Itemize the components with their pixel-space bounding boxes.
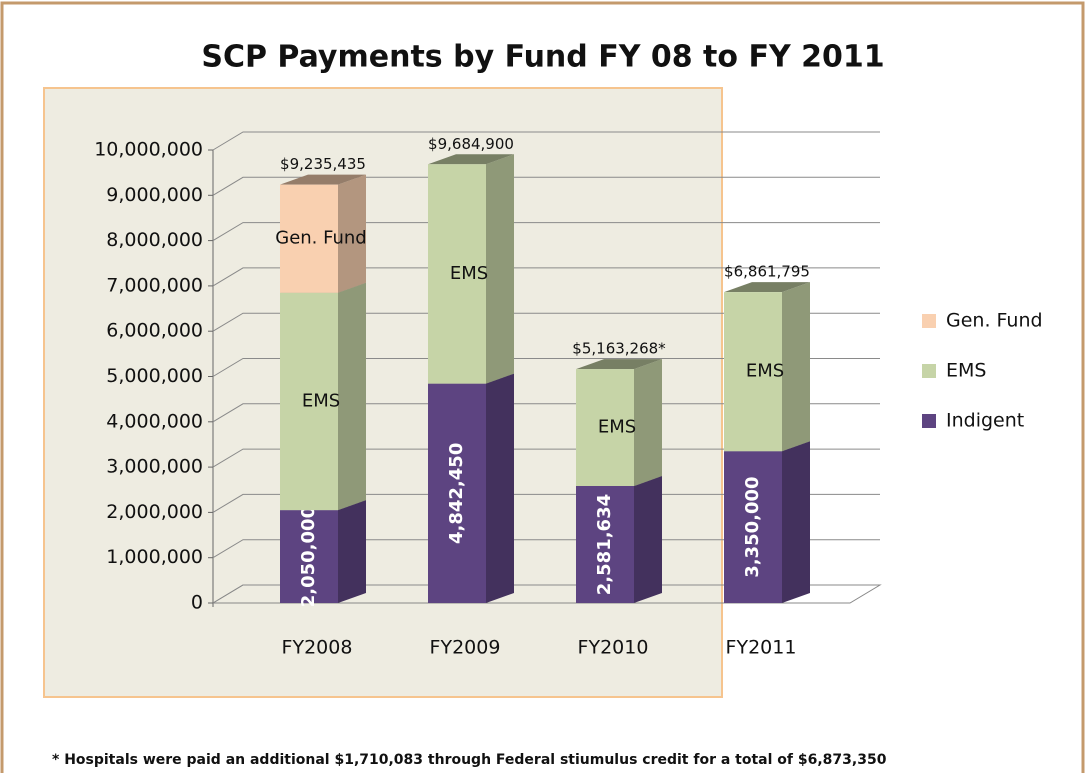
grid-line [212,131,880,151]
grid-line [212,584,880,604]
y-tick-label: 2,000,000 [106,501,203,523]
value-label: 2,050,000 [298,506,319,607]
bar-face [280,184,338,293]
y-tick-label: 1,000,000 [106,546,203,568]
value-label: 3,350,000 [742,476,763,577]
x-tick-label: FY2010 [578,637,649,659]
bar-segment [428,373,514,603]
total-label: $9,235,435 [280,155,366,173]
grid-line [212,539,880,559]
grid-line [212,358,880,377]
grid-line [212,222,880,242]
legend-swatch [922,314,936,328]
bar-face [428,154,514,165]
grid-line [212,312,880,332]
legend-swatch [922,414,936,428]
bar-face [338,174,366,293]
x-tick-label: FY2011 [726,637,797,659]
bar-face [280,174,366,185]
segment-label: EMS [302,390,340,411]
bar-segment [724,441,810,603]
value-label: 4,842,450 [446,443,467,544]
bar-face [634,359,662,487]
bar-face [428,383,486,603]
x-tick-label: FY2009 [430,637,501,659]
bar-face [724,451,782,603]
y-tick-label: 6,000,000 [106,320,203,342]
bar-face [576,486,634,603]
grid-line [212,267,880,287]
legend-label: EMS [946,360,986,382]
bar-face [280,292,338,511]
bar-segment [280,282,366,511]
bar-face [486,373,514,603]
bar-segment [576,359,662,487]
bar-face [428,164,486,384]
y-tick-label: 3,000,000 [106,456,203,478]
chart-title: SCP Payments by Fund FY 08 to FY 2011 [201,40,884,75]
bar-face [338,282,366,511]
y-tick-label: 9,000,000 [106,184,203,206]
bar-face [486,154,514,384]
bar-face [576,369,634,487]
value-label: 2,581,634 [594,494,615,595]
grid-line [212,493,880,513]
bar-face [576,359,662,370]
y-tick-label: 4,000,000 [106,410,203,432]
bar-segment [428,154,514,384]
y-tick-label: 5,000,000 [106,365,203,387]
grid-line [212,403,880,423]
y-tick-label: 0 [191,592,203,614]
segment-label: Gen. Fund [275,228,367,249]
bar-face [724,282,810,293]
legend-label: Gen. Fund [946,310,1043,332]
y-tick-label: 7,000,000 [106,274,203,296]
total-label: $6,861,795 [724,263,810,281]
y-tick-label: 8,000,000 [106,229,203,251]
bar-face [338,500,366,603]
segment-label: EMS [450,263,488,284]
grid-line [212,448,880,468]
bar-segment [280,500,366,603]
bar-face [724,292,782,452]
bar-face [280,510,338,603]
total-label: $5,163,268* [572,340,666,358]
bar-face [634,476,662,603]
x-tick-label: FY2008 [282,637,353,659]
bar-face [782,282,810,452]
total-label: $9,684,900 [428,135,514,153]
bar-segment [576,476,662,603]
bar-segment [724,282,810,452]
segment-label: EMS [746,361,784,382]
y-tick-label: 10,000,000 [94,139,203,161]
legend-swatch [922,364,936,378]
segment-label: EMS [598,417,636,438]
legend-label: Indigent [946,410,1024,432]
grid-line [212,176,880,196]
footnote: * Hospitals were paid an additional $1,7… [52,752,887,768]
bar-face [782,441,810,603]
bar-segment [280,174,366,293]
